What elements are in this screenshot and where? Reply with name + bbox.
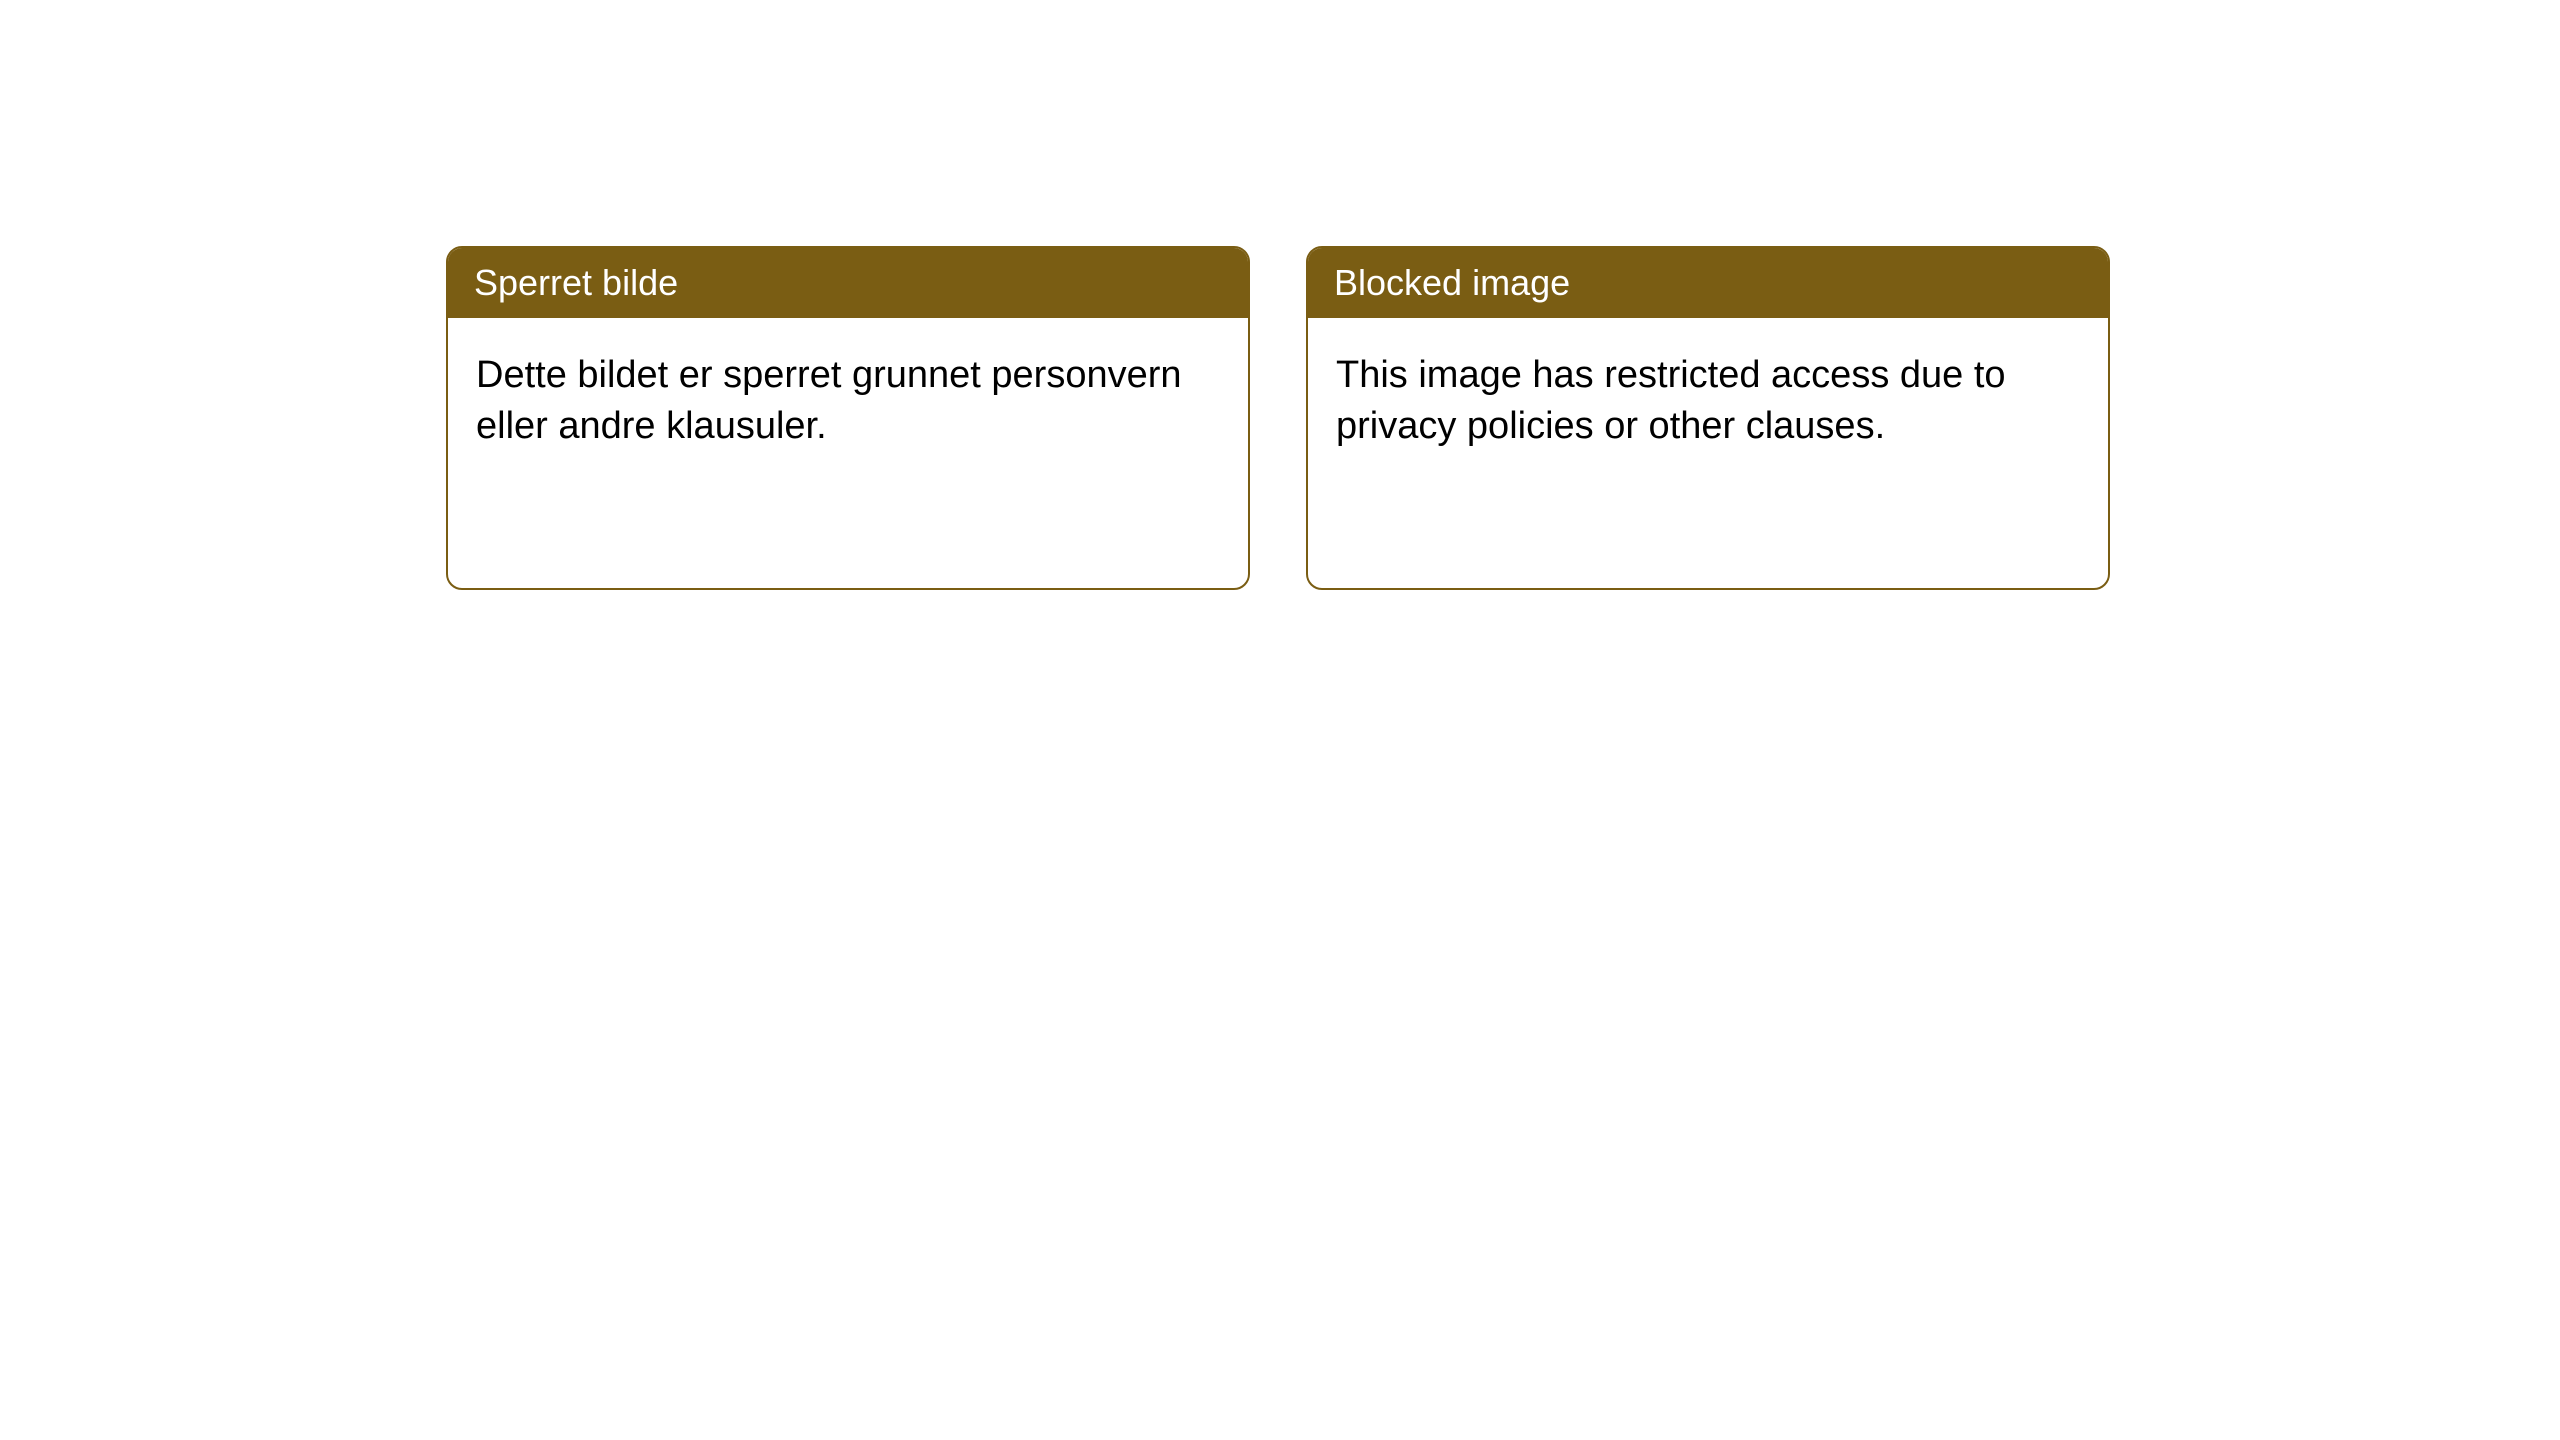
- notice-body: This image has restricted access due to …: [1308, 318, 2108, 588]
- notice-body: Dette bildet er sperret grunnet personve…: [448, 318, 1248, 588]
- notice-header: Blocked image: [1308, 248, 2108, 318]
- notice-card-english: Blocked image This image has restricted …: [1306, 246, 2110, 590]
- notice-header: Sperret bilde: [448, 248, 1248, 318]
- notice-card-norwegian: Sperret bilde Dette bildet er sperret gr…: [446, 246, 1250, 590]
- notice-container: Sperret bilde Dette bildet er sperret gr…: [446, 246, 2110, 590]
